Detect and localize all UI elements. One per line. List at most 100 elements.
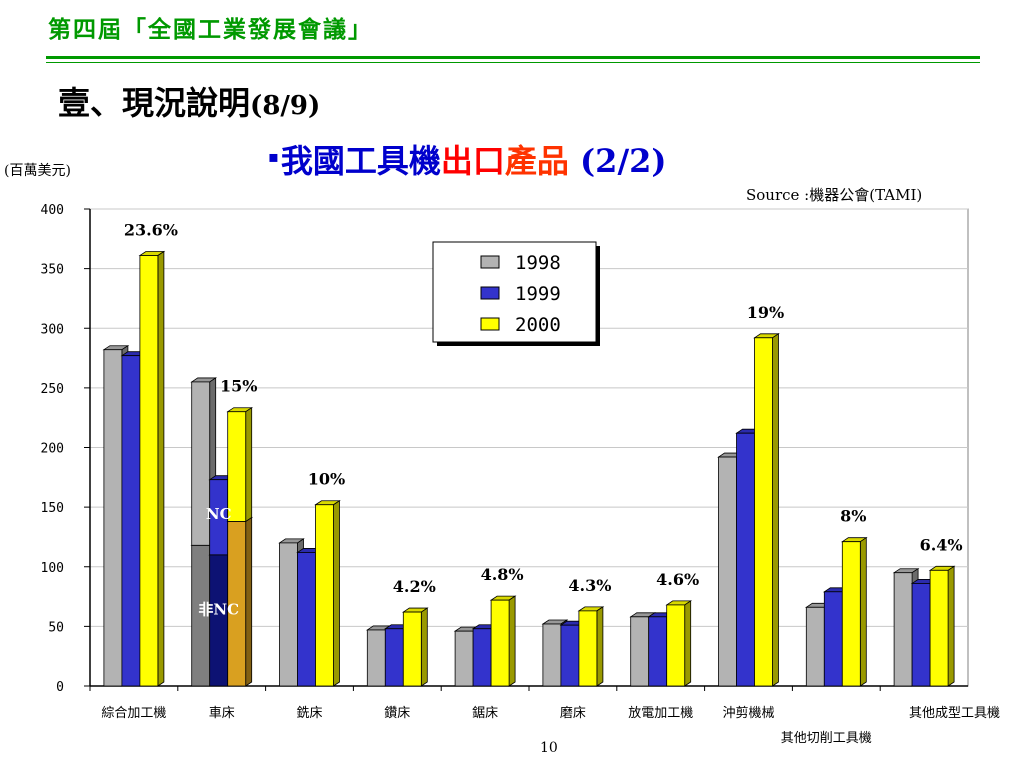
header-divider-thick (46, 56, 980, 59)
bar-2000 (314, 499, 341, 687)
legend-swatch-1999 (480, 286, 500, 300)
x-category-label: 沖剪機械 (722, 705, 774, 721)
section-title-text: 壹、現況說明 (58, 84, 251, 122)
bar-front-face (472, 628, 492, 687)
y-tick-label: 0 (56, 680, 64, 695)
bar-2000 (489, 595, 517, 687)
header-title: 第四屆「全國工業發展會議」 (48, 16, 373, 43)
bar-2000-nc (226, 406, 254, 523)
bar-2000 (753, 333, 780, 687)
growth-label: 4.6% (656, 570, 699, 589)
legend-label-2000: 2000 (515, 314, 561, 336)
bar-front-face (578, 610, 598, 687)
x-category-label: 其他成型工具機 (909, 706, 1000, 721)
bar-2000 (840, 536, 868, 687)
bar-side-face (245, 406, 253, 523)
x-category-label: 車床 (209, 706, 235, 721)
bar-front-face (227, 411, 247, 522)
bar-front-face (103, 349, 123, 687)
bar-front-face (454, 630, 474, 687)
growth-label: 10% (308, 470, 345, 489)
bar-front-face (648, 616, 668, 687)
growth-label: 15% (220, 377, 257, 396)
growth-label: 19% (747, 303, 784, 322)
bar-front-face (893, 572, 913, 687)
bar-front-face (209, 554, 229, 687)
bar-front-face (560, 624, 580, 687)
growth-label: 4.3% (568, 576, 611, 595)
bar-front-face (718, 456, 737, 687)
non-nc-label: 非NC (198, 600, 239, 618)
bar-side-face (245, 516, 253, 687)
bar-2000 (401, 607, 429, 687)
bar-front-face (297, 552, 316, 687)
y-tick-label: 350 (41, 263, 64, 278)
bar-front-face (736, 432, 755, 687)
bar-front-face (490, 599, 510, 687)
y-tick-label: 300 (41, 322, 64, 337)
bar-side-face (772, 333, 779, 687)
bar-side-face (157, 250, 165, 687)
y-tick-label: 250 (41, 382, 64, 397)
bar-side-face (596, 606, 604, 687)
bar-side-face (420, 607, 428, 687)
bar-side-face (508, 595, 516, 687)
bar-front-face (279, 542, 298, 687)
x-category-label: 放電加工機 (628, 706, 693, 721)
bar-front-face (805, 606, 825, 687)
x-category-label: 銑床 (296, 705, 322, 721)
bar-front-face (754, 337, 773, 687)
heading-part-tail: (2/2) (568, 142, 667, 180)
bar-2000 (665, 600, 693, 687)
legend-swatch-1998 (480, 255, 500, 269)
y-tick-label: 400 (41, 203, 64, 218)
y-tick-label: 100 (41, 561, 64, 576)
growth-label: 23.6% (124, 221, 178, 240)
legend-box (432, 241, 597, 343)
heading-part-red1: 出口 (440, 142, 505, 180)
bar-front-face (823, 591, 843, 687)
x-category-label: 鑽床 (384, 705, 410, 721)
legend-label-1999: 1999 (515, 283, 561, 305)
bar-2000 (577, 606, 605, 687)
bar-side-face (333, 499, 340, 687)
section-title: 壹、現況說明(8/9) (58, 78, 320, 124)
bar-2000 (138, 250, 166, 687)
x-category-label: 磨床 (560, 706, 586, 721)
y-tick-label: 200 (41, 442, 64, 457)
bar-front-face (384, 628, 404, 687)
x-category-label: 其他切削工具機 (781, 731, 872, 746)
bar-front-face (929, 569, 949, 687)
growth-label: 6.4% (920, 535, 963, 554)
nc-label: NC (206, 505, 232, 523)
section-title-page: (8/9) (250, 91, 321, 121)
y-tick-label: 150 (41, 501, 64, 516)
bar-front-face (542, 623, 562, 687)
heading-part-red2: 產品 (504, 142, 569, 180)
chart-heading: ▪我國工具機出口產品 (2/2) (268, 136, 667, 182)
heading-part-blue: 我國工具機 (280, 142, 441, 180)
bar-front-face (139, 255, 159, 687)
growth-label: 4.8% (481, 565, 524, 584)
page-number: 10 (540, 740, 558, 756)
bar-side-face (859, 536, 867, 687)
bar-front-face (191, 381, 211, 546)
bar-front-face (630, 616, 650, 687)
y-axis-unit: (百萬美元) (4, 163, 71, 179)
legend-label-1998: 1998 (515, 252, 561, 274)
growth-label: 4.2% (393, 577, 436, 596)
bar-side-face (947, 565, 955, 687)
bar-2000 (928, 565, 956, 687)
bullet-icon: ▪ (268, 147, 279, 166)
bar-front-face (911, 583, 931, 687)
y-tick-label: 50 (48, 620, 64, 635)
growth-label: 8% (840, 507, 866, 526)
bar-side-face (684, 600, 692, 687)
bar-front-face (121, 355, 141, 687)
legend-swatch-2000 (480, 317, 500, 331)
bar-front-face (315, 504, 334, 687)
x-category-label: 鋸床 (472, 706, 498, 721)
header-divider-thin (46, 62, 980, 63)
x-category-label: 綜合加工機 (101, 706, 166, 721)
